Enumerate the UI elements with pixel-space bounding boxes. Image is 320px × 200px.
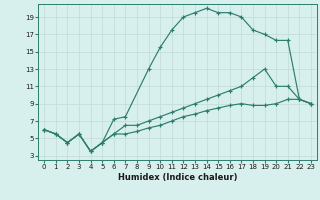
X-axis label: Humidex (Indice chaleur): Humidex (Indice chaleur) [118,173,237,182]
